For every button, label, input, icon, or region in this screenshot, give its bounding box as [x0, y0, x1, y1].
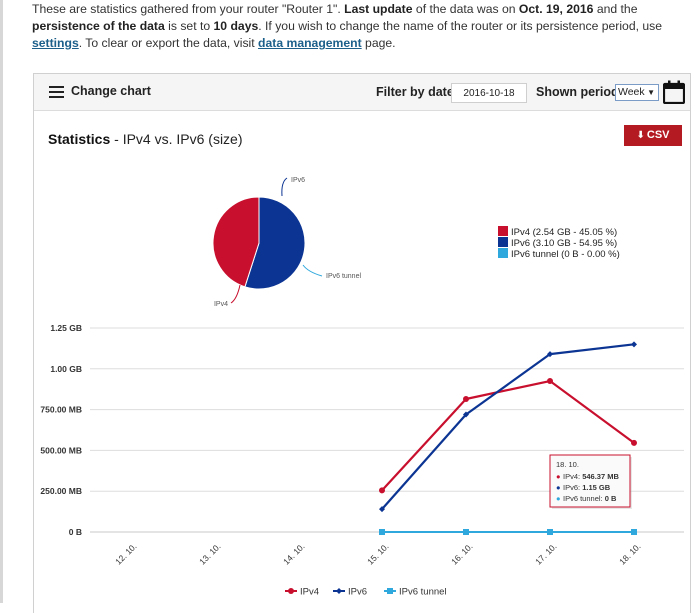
legend-label-ipv4: IPv4 [300, 587, 319, 598]
pie-callout-line [281, 177, 288, 197]
legend-label-ipv6: IPv6 [348, 587, 367, 598]
pie-callout-line [230, 284, 241, 304]
chart-title-rest: - IPv4 vs. IPv6 (size) [110, 131, 243, 147]
pie-legend-label: IPv4 (2.54 GB - 45.05 %) [511, 227, 617, 238]
legend-marker [387, 588, 393, 594]
data-point-ipv6-tunnel [631, 529, 637, 535]
intro-text: These are statistics gathered from your … [32, 2, 345, 16]
intro-text: . To clear or export the data, visit [78, 36, 259, 50]
filter-by-date-label: Filter by date: [376, 85, 458, 99]
pie-label-ipv6: IPv6 [291, 177, 305, 184]
data-point-ipv4 [631, 439, 637, 446]
tooltip-title: 18. 10. [556, 460, 579, 469]
pie-slice-ipv4 [212, 196, 260, 288]
tooltip-row-label: IPv4: [563, 472, 582, 481]
y-tick-label: 750.00 MB [40, 405, 82, 415]
calendar-icon[interactable] [663, 80, 685, 104]
intro-text: is set to [164, 19, 214, 33]
intro-text: and the [593, 2, 638, 16]
pie-legend-swatch [498, 237, 508, 247]
change-chart-button[interactable]: Change chart [71, 84, 151, 98]
hamburger-menu-icon[interactable] [49, 86, 64, 98]
intro-bold-last-update: Last update [344, 2, 413, 16]
x-tick-label: 14. 10. [281, 541, 306, 566]
intro-bold-days: 10 days [213, 19, 259, 33]
pie-callout-line [302, 264, 323, 277]
y-tick-label: 500.00 MB [40, 445, 82, 455]
tooltip-row: IPv6: 1.15 GB [563, 483, 611, 492]
csv-download-button[interactable]: ⬇ CSV [624, 125, 682, 146]
pie-legend-label: IPv6 tunnel (0 B - 0.00 %) [511, 249, 620, 260]
dropdown-arrow-icon: ▼ [647, 88, 655, 97]
x-tick-label: 13. 10. [197, 541, 222, 566]
data-point-ipv6-tunnel [463, 529, 469, 535]
y-tick-label: 1.00 GB [50, 364, 82, 374]
tooltip-row: IPv4: 546.37 MB [563, 472, 619, 481]
x-tick-label: 15. 10. [365, 541, 390, 566]
chart-toolbar: Change chart Filter by date: Shown perio… [34, 74, 690, 111]
pie-legend-swatch [498, 248, 508, 258]
pie-legend-swatch [498, 226, 508, 236]
tooltip-row-value: 1.15 GB [582, 483, 611, 492]
y-tick-label: 1.25 GB [50, 323, 82, 333]
chart-title: Statistics - IPv4 vs. IPv6 (size) [48, 131, 243, 147]
x-tick-label: 18. 10. [617, 541, 642, 566]
x-tick-label: 16. 10. [449, 541, 474, 566]
data-point-ipv6-tunnel [547, 529, 553, 535]
x-tick-label: 17. 10. [533, 541, 558, 566]
data-point-ipv4 [379, 487, 385, 494]
series-line-ipv4 [381, 379, 635, 492]
chart-title-bold: Statistics [48, 131, 111, 147]
data-point-ipv6 [631, 341, 637, 348]
intro-bold-date: Oct. 19, 2016 [518, 2, 594, 16]
intro-text: page. [361, 36, 396, 50]
tooltip-box [549, 454, 631, 508]
period-select-value: Week [618, 86, 645, 98]
intro-paragraph: These are statistics gathered from your … [32, 1, 696, 52]
data-point-ipv4 [463, 395, 469, 402]
data-point-ipv6 [463, 411, 469, 418]
date-filter-input[interactable] [451, 83, 527, 103]
pie-label-ipv6-tunnel: IPv6 tunnel [326, 273, 361, 280]
data-management-link[interactable]: data management [258, 36, 362, 50]
tooltip-bullet: ● [556, 472, 561, 481]
tooltip-row-label: IPv6 tunnel: [563, 494, 605, 503]
statistics-panel: Change chart Filter by date: Shown perio… [33, 73, 691, 613]
pie-slice-ipv6 [244, 196, 306, 290]
tooltip-row: IPv6 tunnel: 0 B [563, 494, 617, 503]
tooltip-bullet: ● [556, 494, 561, 503]
data-point-ipv6 [379, 506, 385, 513]
tooltip-row-label: IPv6: [563, 483, 582, 492]
legend-marker [336, 588, 342, 594]
y-tick-label: 0 B [69, 527, 82, 537]
tooltip-row-value: 0 B [605, 494, 617, 503]
period-select[interactable]: Week ▼ [615, 84, 659, 101]
y-tick-label: 250.00 MB [40, 486, 82, 496]
intro-bold-persistence: persistence of the data [32, 19, 165, 33]
legend-label-ipv6-tunnel: IPv6 tunnel [399, 587, 447, 598]
intro-text: of the data was on [412, 2, 519, 16]
legend-marker [288, 588, 294, 594]
tooltip-bullet: ● [556, 483, 561, 492]
series-line-ipv6 [381, 343, 635, 510]
x-tick-label: 12. 10. [113, 541, 138, 566]
tooltip-row-value: 546.37 MB [582, 472, 619, 481]
pie-label-ipv4: IPv4 [214, 301, 228, 308]
download-icon: ⬇ [636, 130, 645, 141]
data-point-ipv6-tunnel [379, 529, 385, 535]
csv-button-label: CSV [646, 129, 670, 141]
left-rail [0, 0, 3, 603]
pie-legend-label: IPv6 (3.10 GB - 54.95 %) [511, 238, 617, 249]
data-point-ipv4 [547, 378, 553, 385]
intro-text: . If you wish to change the name of the … [258, 19, 663, 33]
shown-period-label: Shown period: [536, 85, 623, 99]
settings-link[interactable]: settings [32, 36, 79, 50]
data-point-ipv6 [547, 351, 553, 358]
